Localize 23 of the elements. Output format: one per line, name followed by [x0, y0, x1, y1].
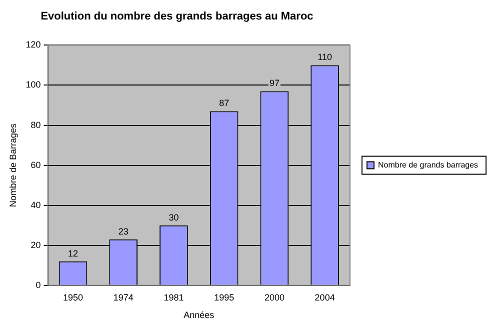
- y-tick-label: 100: [26, 80, 41, 90]
- data-label: 12: [68, 248, 78, 258]
- y-tick-label: 20: [30, 240, 41, 250]
- y-tick-label: 120: [26, 40, 41, 50]
- y-tick-label: 60: [30, 160, 41, 170]
- y-tick-label: 40: [30, 200, 41, 210]
- y-axis-title: Nombre de Barrages: [8, 123, 18, 208]
- x-axis-title: Années: [184, 310, 215, 320]
- data-label: 110: [318, 52, 332, 62]
- x-tick-label: 1950: [62, 292, 84, 302]
- x-tick-label: 1974: [113, 292, 134, 302]
- chart-title: Evolution du nombre des grands barrages au Maroc: [40, 10, 314, 23]
- x-tick-label: 2000: [264, 292, 284, 302]
- x-tick-label: 1981: [164, 292, 184, 302]
- x-tick-label: 2004: [314, 292, 335, 302]
- y-tick-label: 80: [30, 120, 41, 130]
- data-label: 97: [269, 78, 280, 88]
- data-label: 23: [118, 226, 128, 236]
- x-tick-label: 1995: [214, 292, 234, 302]
- legend-label: Nombre de grands barrages: [378, 160, 478, 170]
- data-label: 30: [168, 212, 179, 222]
- data-label: 87: [219, 98, 230, 108]
- y-tick-label: 0: [36, 280, 41, 290]
